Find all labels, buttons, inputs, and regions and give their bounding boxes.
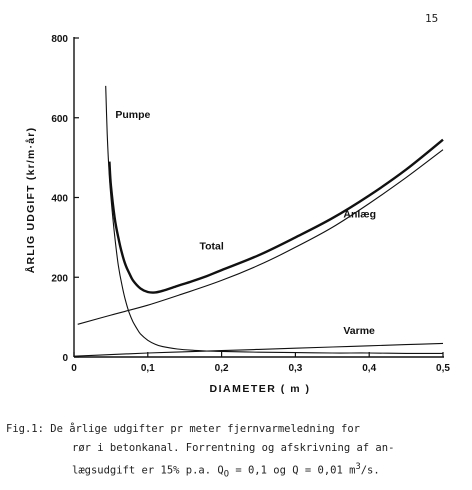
x-tick-label: 0,5: [436, 363, 450, 374]
y-tick-label: 800: [51, 34, 68, 45]
y-tick-label: 0: [62, 353, 68, 364]
series-line-total: [108, 138, 444, 294]
page-number: 15: [425, 12, 439, 25]
y-tick-label: 400: [51, 194, 68, 205]
caption-line-1: Fig.1: De årlige udgifter pr meter fjern…: [6, 423, 361, 435]
y-axis-label: ÅRLIG UDGIFT (kr/m·år): [24, 127, 37, 274]
series-line-anlaeg: [77, 149, 444, 325]
series-line-pumpe: [105, 85, 444, 354]
y-tick-label: 200: [51, 273, 68, 284]
series-label: Varme: [343, 325, 375, 337]
series-line-varme: [73, 342, 444, 357]
x-tick-label: 0,2: [215, 363, 229, 374]
caption-line-3-prefix: lægsudgift er 15% p.a. Q: [72, 464, 224, 477]
chart-series: [73, 85, 444, 357]
x-tick-label: 0,1: [141, 363, 155, 374]
chart-ticks: 0 0,1 0,2 0,3 0,4 0,5 0 200 400 600 800: [51, 34, 450, 374]
chart-axes: [73, 37, 444, 358]
figure-caption: Fig.1: De årlige udgifter pr meter fjern…: [6, 420, 468, 485]
caption-line-3-suffix: /s.: [360, 464, 380, 477]
chart-annotations: Pumpe Total Anlæg Varme: [115, 109, 376, 337]
series-label: Pumpe: [115, 109, 150, 121]
x-tick-label: 0,4: [362, 363, 376, 374]
x-axis-label: DIAMETER ( m ): [210, 383, 311, 395]
caption-line-3: lægsudgift er 15% p.a. QO = 0,1 og Q = 0…: [6, 458, 468, 485]
y-tick-label: 600: [51, 114, 68, 125]
caption-subscript: O: [223, 469, 229, 480]
caption-line-3-mid: = 0,1 og Q = 0,01 m: [229, 464, 356, 477]
caption-line-2: rør i betonkanal. Forrentning og afskriv…: [72, 442, 395, 454]
x-tick-label: 0,3: [288, 363, 302, 374]
series-label: Anlæg: [343, 208, 376, 220]
series-label: Total: [199, 240, 223, 252]
x-tick-label: 0: [71, 363, 77, 374]
caption-superscript: 3: [355, 462, 361, 472]
line-chart: 0 0,1 0,2 0,3 0,4 0,5 0 200 400 600 800 Pumpe Total…: [24, 34, 450, 395]
